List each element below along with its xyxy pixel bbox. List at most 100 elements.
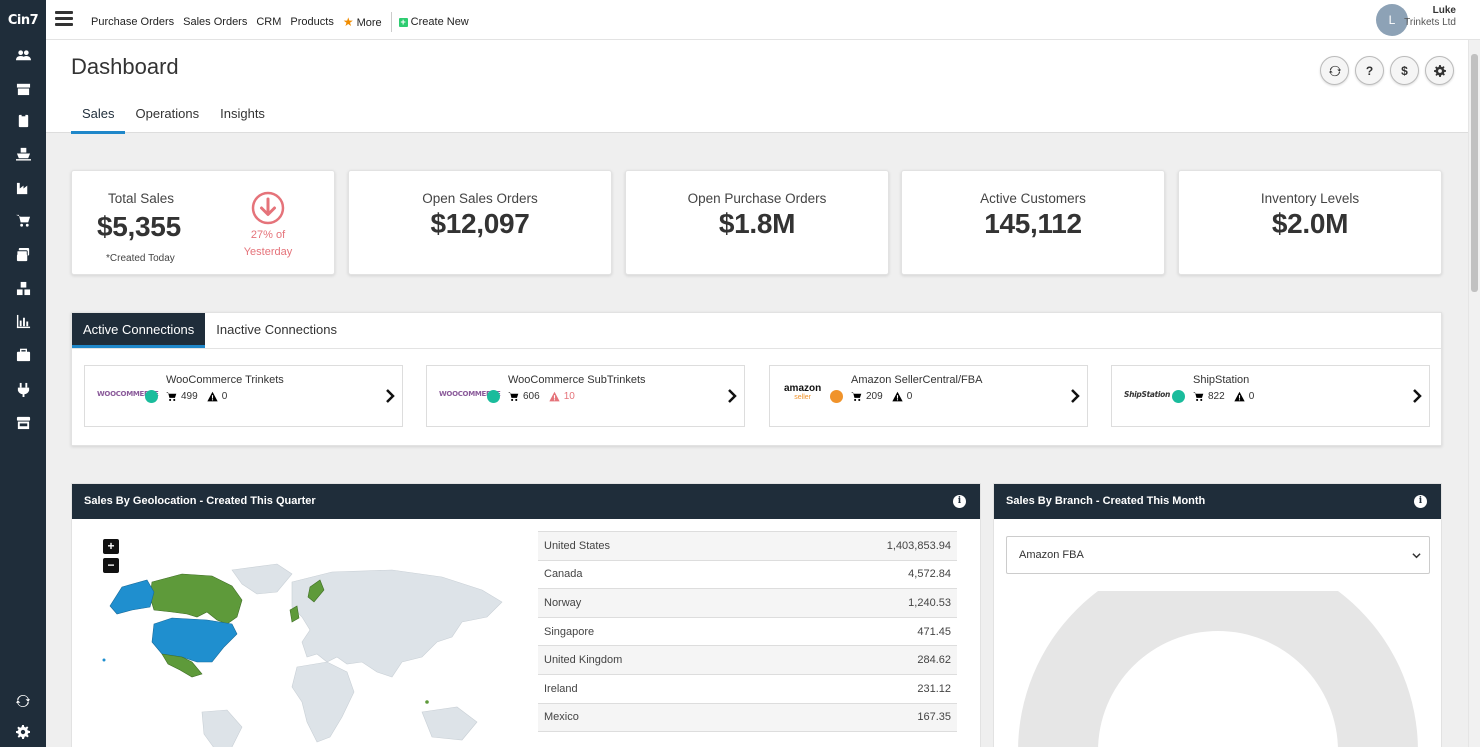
chevron-right-icon[interactable] — [1070, 388, 1080, 404]
boxes-icon[interactable] — [0, 276, 46, 300]
table-row[interactable]: Singapore 471.45 — [538, 618, 957, 647]
settings-button[interactable] — [1425, 56, 1454, 85]
woocommerce-logo: WOOCOMMERCE — [97, 390, 159, 398]
nav-more[interactable]: ★ More — [342, 15, 382, 29]
refresh-icon — [1328, 65, 1341, 76]
tab-insights[interactable]: Insights — [220, 106, 265, 121]
user-avatar[interactable]: L — [1376, 4, 1408, 36]
status-dot — [830, 390, 843, 403]
gear-icon[interactable] — [0, 720, 46, 744]
tab-sales[interactable]: Sales — [71, 106, 125, 134]
donut-segment — [1018, 591, 1418, 747]
country-name: Mexico — [544, 711, 579, 724]
sync-icon[interactable] — [0, 689, 46, 713]
connection-name: WooCommerce SubTrinkets — [508, 374, 646, 386]
connection-card-shipstation[interactable]: ShipStation ShipStation 822 0 — [1111, 365, 1430, 427]
norway-shape — [307, 579, 325, 603]
chevron-right-icon[interactable] — [727, 388, 737, 404]
scrollbar-thumb[interactable] — [1471, 54, 1478, 292]
help-button[interactable]: ? — [1355, 56, 1384, 85]
refresh-button[interactable] — [1320, 56, 1349, 85]
currency-button[interactable]: $ — [1390, 56, 1419, 85]
nav-purchase-orders[interactable]: Purchase Orders — [91, 16, 175, 28]
company-name: Trinkets Ltd — [1404, 17, 1456, 28]
nav-crm[interactable]: CRM — [256, 16, 282, 28]
trend-reference: Yesterday — [243, 246, 293, 258]
user-menu[interactable]: Luke Trinkets Ltd — [1404, 5, 1456, 29]
info-icon[interactable]: i — [953, 495, 966, 508]
connection-card-woocommerce-subtrinkets[interactable]: WOOCOMMERCE WooCommerce SubTrinkets 606 … — [426, 365, 745, 427]
connection-name: WooCommerce Trinkets — [166, 374, 284, 386]
connection-card-amazon[interactable]: amazon seller Amazon SellerCentral/FBA 2… — [769, 365, 1088, 427]
connection-name: Amazon SellerCentral/FBA — [851, 374, 983, 386]
open-purchase-orders-card[interactable]: Open Purchase Orders $1.8M — [625, 170, 889, 275]
eurasia-shape — [291, 569, 503, 678]
user-name: Luke — [1432, 5, 1456, 16]
page-scrollbar[interactable] — [1468, 40, 1480, 747]
clipboard-icon[interactable] — [0, 108, 46, 132]
usa-shape — [151, 617, 238, 663]
chevron-right-icon[interactable] — [385, 388, 395, 404]
tab-active-connections[interactable]: Active Connections — [72, 313, 206, 348]
warning-icon — [892, 391, 903, 402]
tab-operations[interactable]: Operations — [135, 106, 200, 121]
order-count: 606 — [523, 391, 540, 402]
africa-shape — [291, 661, 355, 743]
inventory-levels-card[interactable]: Inventory Levels $2.0M — [1178, 170, 1442, 275]
users-icon[interactable] — [0, 43, 46, 67]
warning-icon — [549, 391, 560, 402]
factory-icon[interactable] — [0, 175, 46, 199]
open-sales-orders-card[interactable]: Open Sales Orders $12,097 — [348, 170, 612, 275]
header-actions: ? $ — [1314, 56, 1454, 85]
table-row[interactable]: Mexico 167.35 — [538, 703, 957, 733]
panel-header: Sales By Branch - Created This Month i — [994, 484, 1441, 519]
create-new-button[interactable]: + Create New — [398, 16, 469, 28]
table-row[interactable]: United States 1,403,853.94 — [538, 532, 957, 561]
plug-icon[interactable] — [0, 377, 46, 401]
branch-donut-chart[interactable] — [1008, 591, 1428, 747]
status-dot — [487, 390, 500, 403]
store-icon[interactable] — [0, 410, 46, 434]
table-row[interactable]: Norway 1,240.53 — [538, 589, 957, 618]
connection-card-woocommerce-trinkets[interactable]: WOOCOMMERCE WooCommerce Trinkets 499 0 — [84, 365, 403, 427]
warning-count: 0 — [906, 391, 913, 402]
cart-icon[interactable] — [0, 208, 46, 232]
order-count: 209 — [866, 391, 883, 402]
hamburger-menu-icon[interactable] — [55, 11, 73, 26]
singapore-marker — [425, 700, 429, 704]
ship-icon[interactable] — [0, 141, 46, 165]
tab-inactive-connections[interactable]: Inactive Connections — [216, 322, 337, 337]
info-icon[interactable]: i — [1414, 495, 1427, 508]
canada-shape — [149, 573, 243, 625]
total-sales-card[interactable]: Total Sales $5,355 *Created Today 27% of… — [71, 170, 335, 275]
branch-select[interactable]: Amazon FBA — [1006, 536, 1430, 574]
zoom-in-button[interactable]: + — [103, 539, 119, 554]
sales-value: 1,403,853.94 — [886, 539, 951, 552]
bar-chart-icon[interactable] — [0, 309, 46, 333]
nav-sales-orders[interactable]: Sales Orders — [183, 16, 248, 28]
zoom-out-button[interactable]: − — [103, 558, 119, 573]
warning-icon — [207, 391, 218, 402]
briefcase-icon[interactable] — [0, 343, 46, 367]
sales-value: 471.45 — [917, 625, 951, 638]
table-row[interactable]: Canada 4,572.84 — [538, 561, 957, 590]
active-customers-card[interactable]: Active Customers 145,112 — [901, 170, 1165, 275]
layers-icon[interactable] — [0, 242, 46, 266]
cin7-logo[interactable]: Cin7 — [7, 12, 39, 28]
table-row[interactable]: United Kingdom 284.62 — [538, 646, 957, 675]
country-name: United Kingdom — [544, 654, 623, 667]
nav-products[interactable]: Products — [290, 16, 334, 28]
box-icon[interactable] — [0, 76, 46, 100]
settings-icon — [1433, 64, 1446, 77]
plus-icon: + — [398, 17, 408, 27]
table-row[interactable]: Ireland 231.12 — [538, 675, 957, 704]
chevron-down-icon — [1412, 553, 1421, 559]
sales-by-branch-panel: Sales By Branch - Created This Month i A… — [993, 483, 1442, 747]
uk-shape — [289, 605, 300, 623]
connection-stats: 209 0 — [851, 391, 912, 402]
sales-value: 284.62 — [917, 654, 951, 667]
chevron-right-icon[interactable] — [1412, 388, 1422, 404]
world-map[interactable] — [92, 562, 522, 747]
shipstation-logo: ShipStation — [1124, 390, 1171, 399]
card-value: $12,097 — [430, 208, 530, 239]
